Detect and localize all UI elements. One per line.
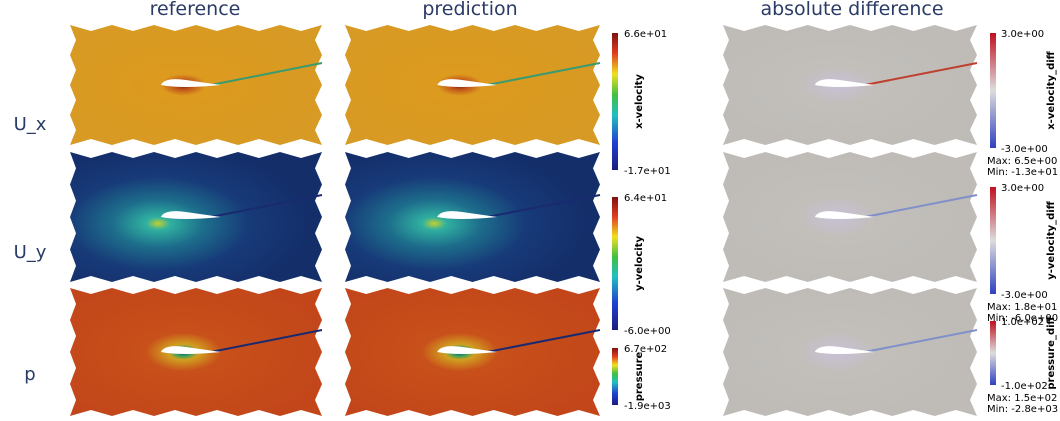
diff-colorbar-max: 3.0e+00 [1001, 29, 1044, 40]
diff-colorbar-min: -1.0e+02 [1001, 381, 1048, 392]
diff-colorbar-min: -3.0e+00 [1001, 290, 1048, 301]
airfoil [814, 79, 875, 87]
diff-colorbar-max: 1.0e+02 [1001, 317, 1044, 328]
airfoil [437, 211, 498, 219]
colorbar-title: y-velocity [634, 236, 645, 291]
diff-stat: Max: 1.5e+02 [987, 393, 1057, 404]
diff-colorbar [990, 33, 996, 148]
diff-colorbar-min: -3.0e+00 [1001, 144, 1048, 155]
diff-stat: Max: 1.8e+01 [987, 302, 1057, 313]
diff-colorbar-title: x-velocity_diff [1046, 50, 1057, 129]
colorbar [612, 33, 618, 170]
row-label: U_y [14, 242, 47, 263]
diff-colorbar-title: y-velocity_diff [1046, 200, 1057, 280]
diff-colorbar [990, 321, 996, 385]
wake [210, 329, 323, 353]
colorbar-title: pressure [634, 351, 645, 401]
airfoil [437, 79, 498, 87]
column-header: prediction [422, 0, 517, 20]
airfoil [160, 79, 221, 87]
wake [864, 194, 978, 218]
colorbar-max: 6.7e+02 [624, 344, 667, 355]
row-label: U_x [14, 114, 47, 135]
colorbar [612, 348, 618, 405]
diff-colorbar-max: 3.0e+00 [1001, 183, 1044, 194]
row-label: p [24, 364, 35, 385]
diff-stat: Min: -1.3e+01 [987, 167, 1058, 178]
column-header: reference [150, 0, 241, 20]
airfoil [437, 346, 498, 354]
wake [487, 329, 601, 353]
wake [864, 62, 978, 86]
field-panels [70, 25, 978, 416]
colorbar-max: 6.4e+01 [624, 193, 667, 204]
column-header: absolute difference [760, 0, 943, 20]
wake [487, 62, 601, 86]
airfoil [814, 346, 875, 354]
colorbar-min: -6.0e+00 [624, 326, 671, 337]
diff-colorbar [990, 187, 996, 294]
colorbar-max: 6.6e+01 [624, 29, 667, 40]
colorbar-title: x-velocity [634, 74, 645, 129]
airfoil [814, 211, 875, 219]
colorbar-min: -1.7e+01 [624, 166, 671, 177]
airfoil [160, 346, 221, 354]
colorbar [612, 197, 618, 330]
diff-stat: Min: -6.0e+00 [987, 313, 1058, 324]
diff-stat: Min: -2.8e+03 [987, 404, 1058, 415]
diff-colorbar-title: pressure_diff [1046, 315, 1057, 389]
wake [487, 194, 601, 218]
airfoil [160, 211, 221, 219]
diff-stat: Max: 6.5e+00 [987, 156, 1057, 167]
wake [210, 194, 323, 218]
wake [864, 329, 978, 353]
colorbar-min: -1.9e+03 [624, 401, 671, 412]
wake [210, 62, 323, 86]
